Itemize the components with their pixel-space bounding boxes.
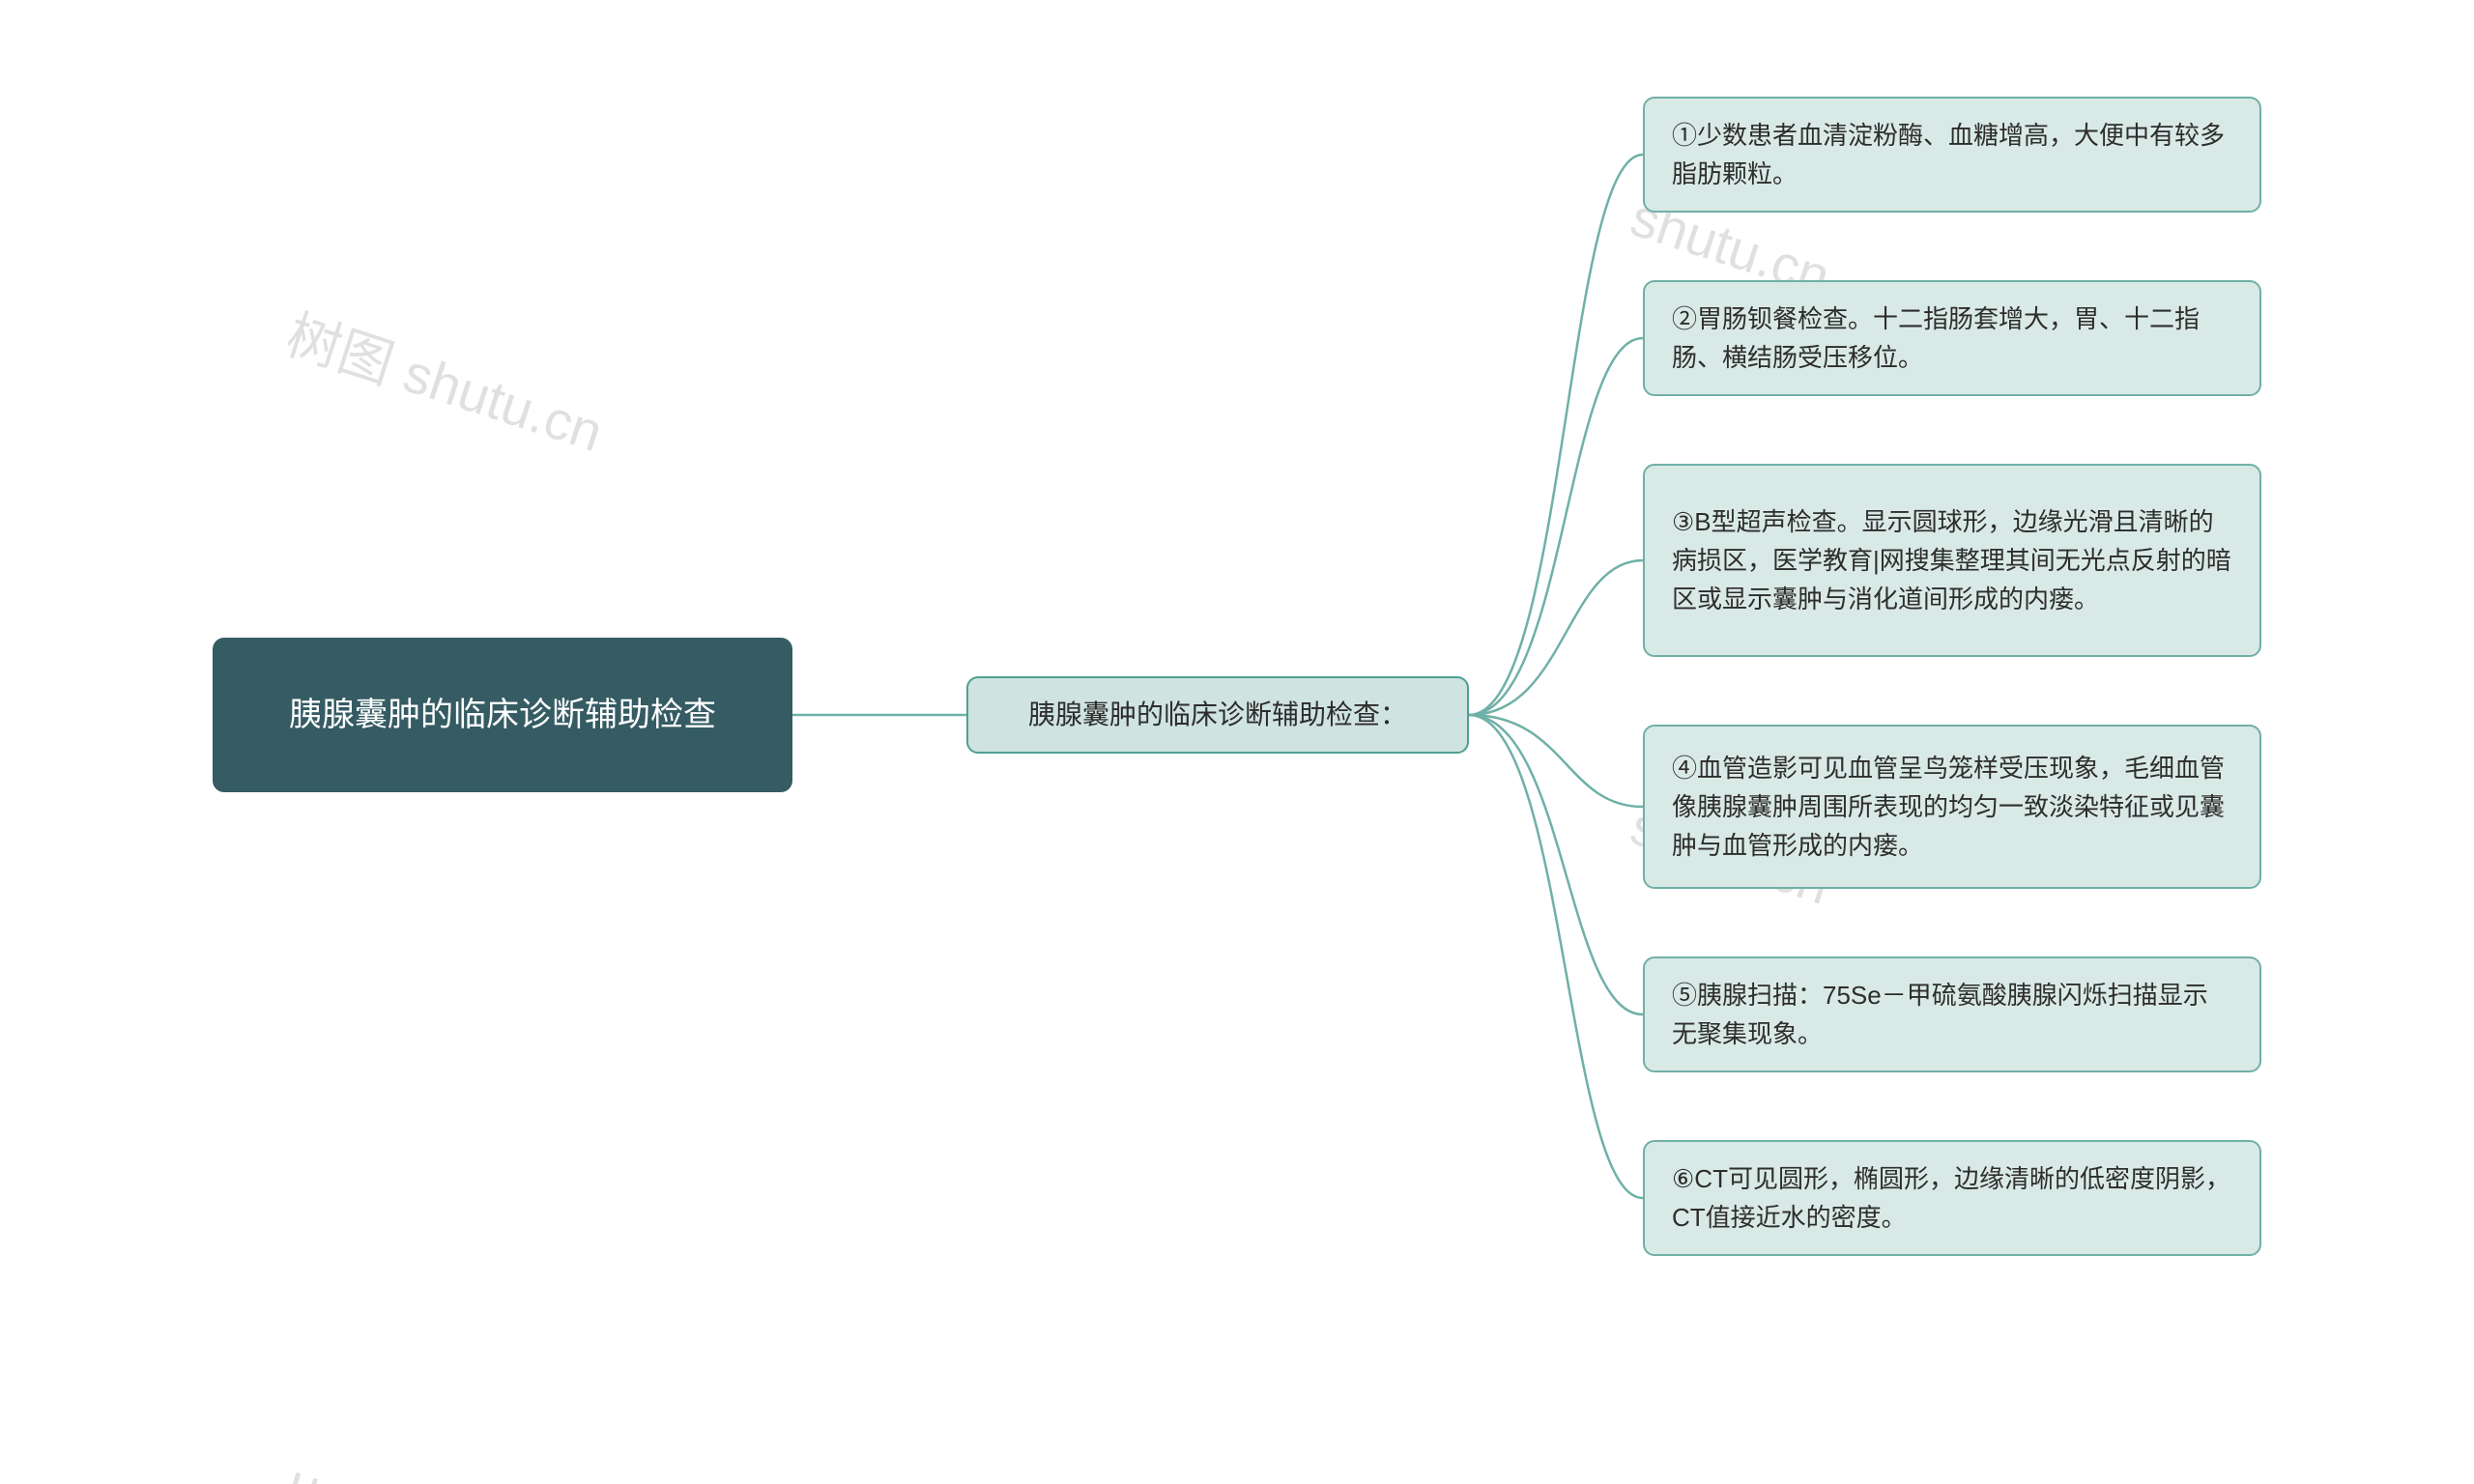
leaf-node-text: ①少数患者血清淀粉酶、血糖增高，大便中有较多脂肪颗粒。 <box>1672 116 2232 194</box>
leaf-node[interactable]: ③B型超声检查。显示圆球形，边缘光滑且清晰的病损区，医学教育|网搜集整理其间无光… <box>1643 464 2261 657</box>
watermark: u.cn <box>280 1451 397 1484</box>
root-node[interactable]: 胰腺囊肿的临床诊断辅助检查 <box>213 638 792 792</box>
watermark: 树图 shutu.cn <box>277 292 614 468</box>
leaf-node-text: ⑤胰腺扫描：75Se－甲硫氨酸胰腺闪烁扫描显示无聚集现象。 <box>1672 976 2232 1054</box>
leaf-node[interactable]: ⑥CT可见圆形，椭圆形，边缘清晰的低密度阴影，CT值接近水的密度。 <box>1643 1140 2261 1256</box>
root-node-text: 胰腺囊肿的临床诊断辅助检查 <box>289 690 716 741</box>
leaf-node[interactable]: ⑤胰腺扫描：75Se－甲硫氨酸胰腺闪烁扫描显示无聚集现象。 <box>1643 956 2261 1072</box>
branch-node-text: 胰腺囊肿的临床诊断辅助检查： <box>1028 694 1407 735</box>
leaf-node-text: ③B型超声检查。显示圆球形，边缘光滑且清晰的病损区，医学教育|网搜集整理其间无光… <box>1672 502 2232 619</box>
leaf-node[interactable]: ②胃肠钡餐检查。十二指肠套增大，胃、十二指肠、横结肠受压移位。 <box>1643 280 2261 396</box>
leaf-node-text: ⑥CT可见圆形，椭圆形，边缘清晰的低密度阴影，CT值接近水的密度。 <box>1672 1159 2232 1238</box>
leaf-node[interactable]: ④血管造影可见血管呈鸟笼样受压现象，毛细血管像胰腺囊肿周围所表现的均匀一致淡染特… <box>1643 725 2261 889</box>
leaf-node-text: ④血管造影可见血管呈鸟笼样受压现象，毛细血管像胰腺囊肿周围所表现的均匀一致淡染特… <box>1672 749 2232 866</box>
leaf-node[interactable]: ①少数患者血清淀粉酶、血糖增高，大便中有较多脂肪颗粒。 <box>1643 97 2261 213</box>
mindmap-canvas: 树图 shutu.cn shutu.cn shutu.cn u.cn 胰腺囊肿的… <box>0 0 2474 1484</box>
leaf-node-text: ②胃肠钡餐检查。十二指肠套增大，胃、十二指肠、横结肠受压移位。 <box>1672 300 2232 378</box>
branch-node[interactable]: 胰腺囊肿的临床诊断辅助检查： <box>966 676 1469 754</box>
